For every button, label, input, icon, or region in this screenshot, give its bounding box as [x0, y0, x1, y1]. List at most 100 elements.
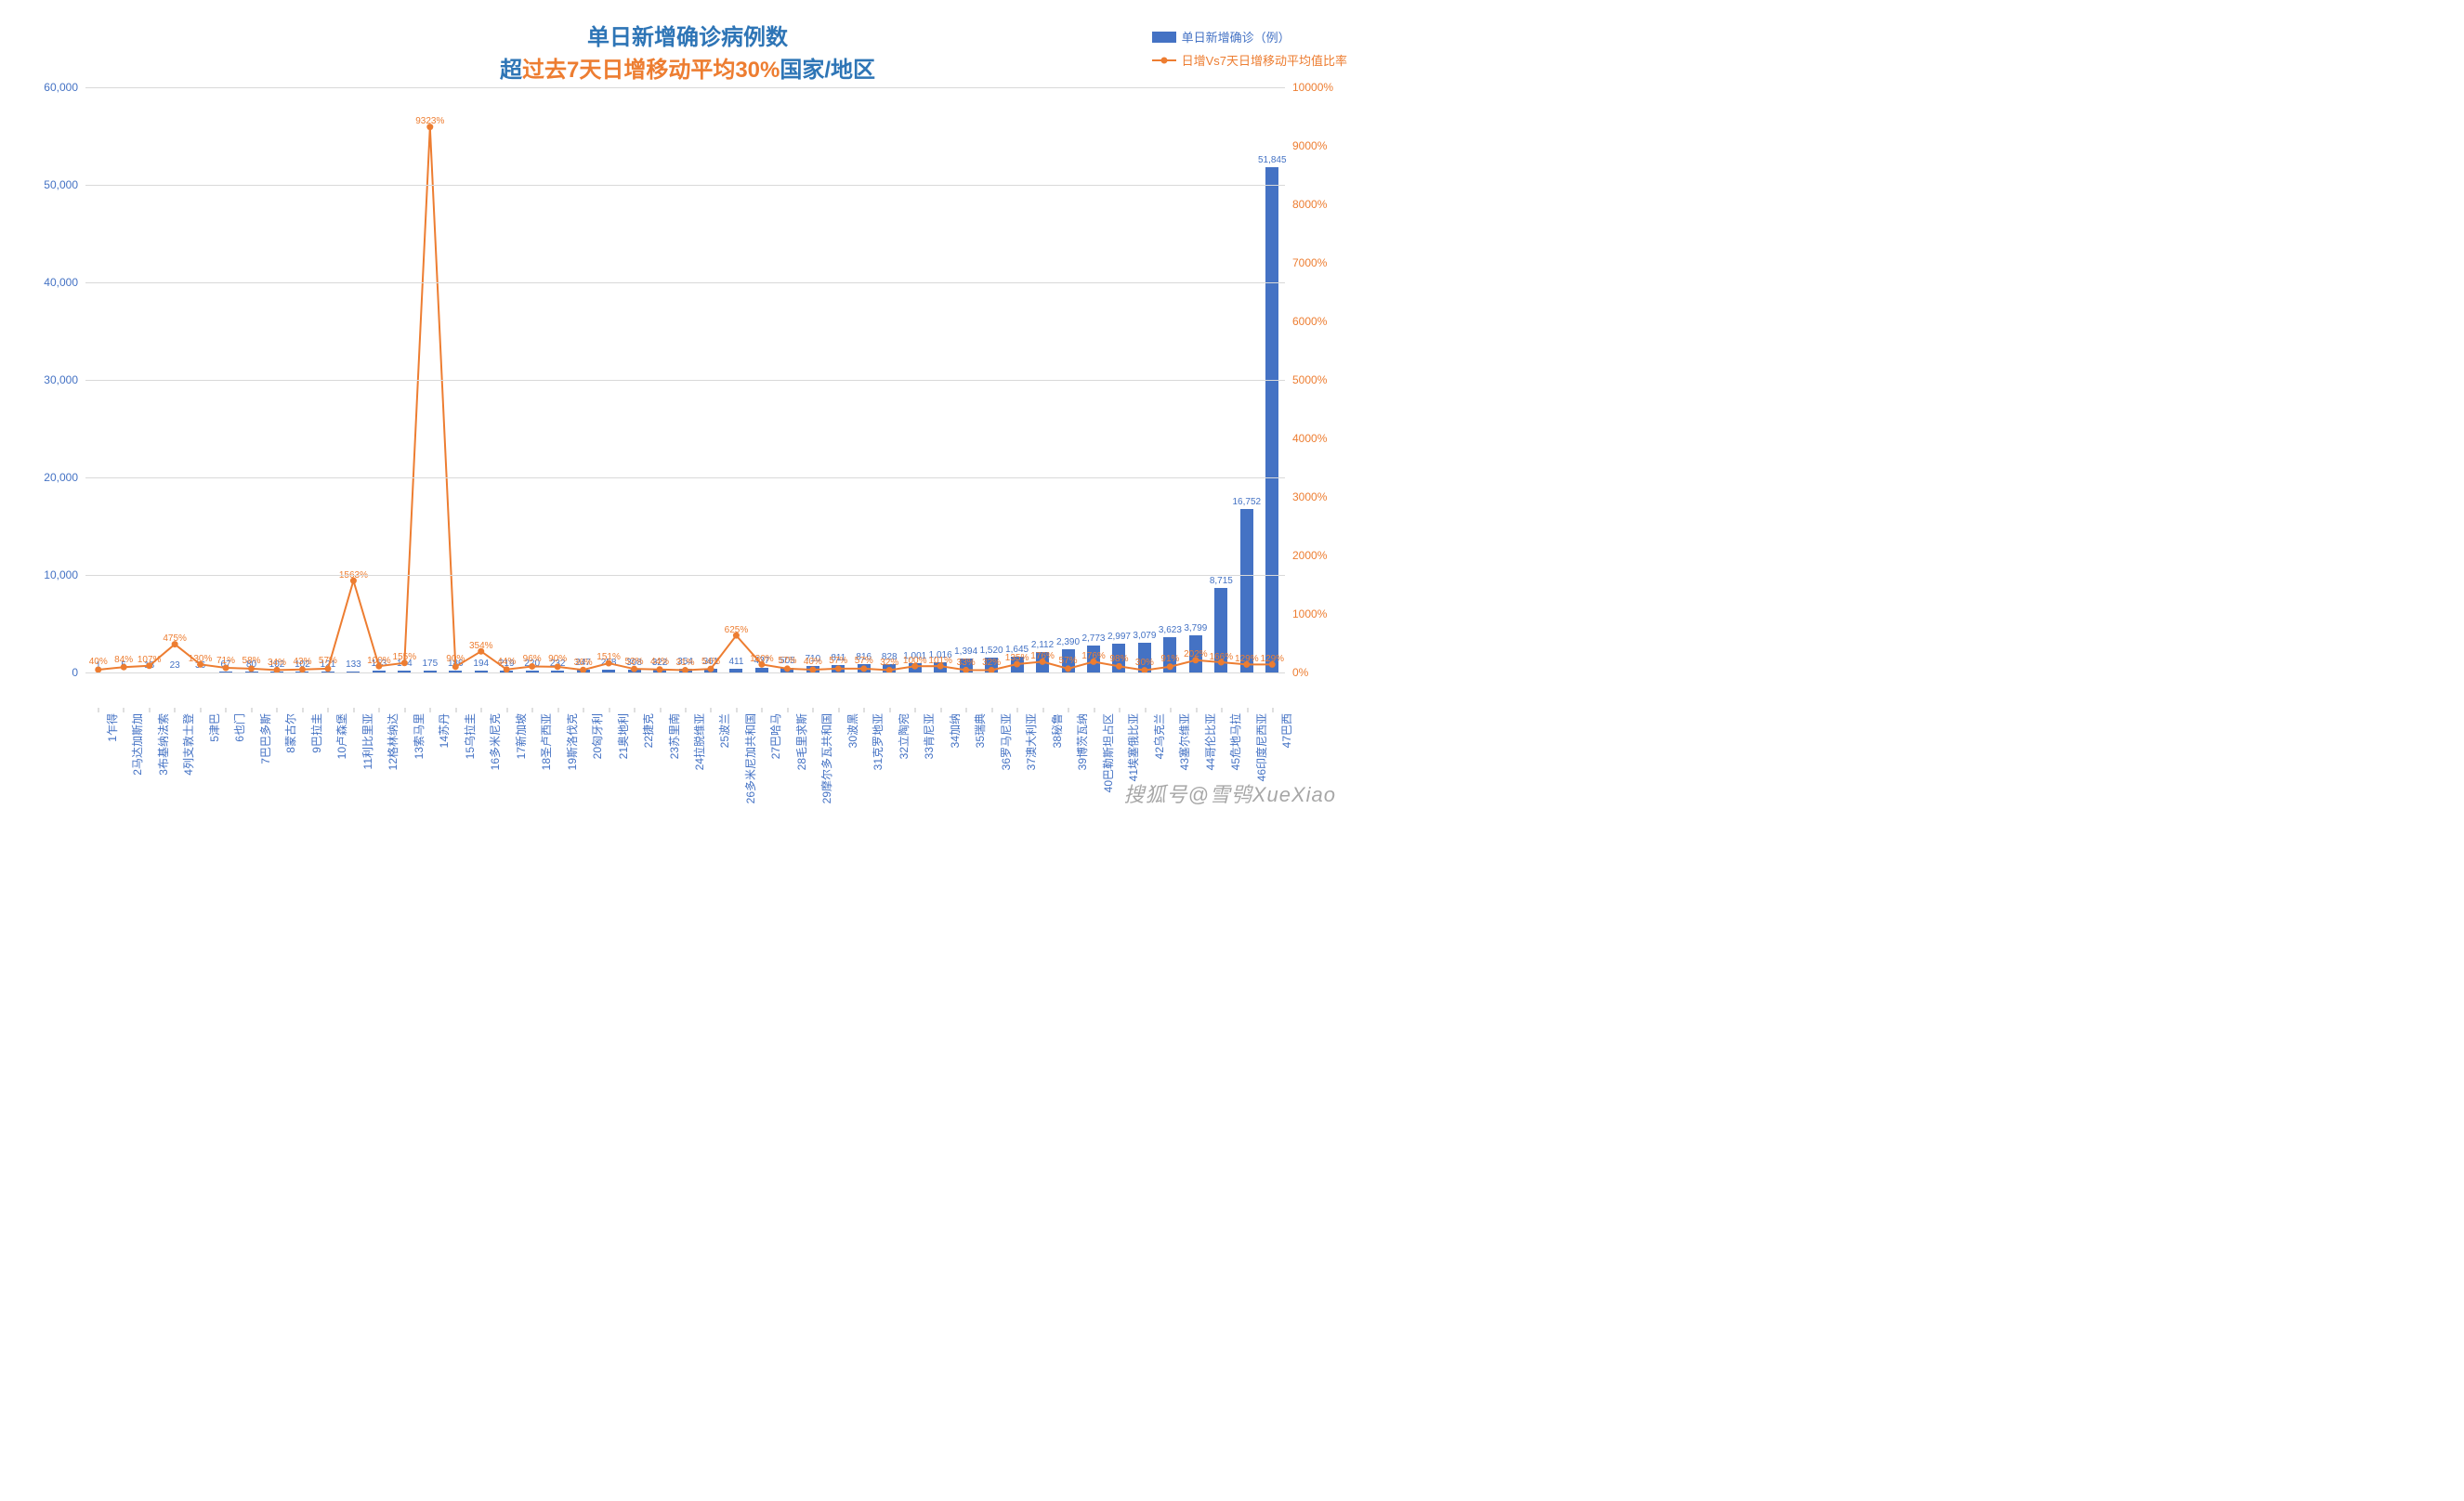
x-axis-label: 37澳大利亚 — [1023, 713, 1039, 770]
x-axis-label: 25波兰 — [716, 713, 732, 748]
pct-label: 57% — [778, 656, 796, 666]
pct-label: 33% — [957, 658, 976, 668]
pct-label: 129% — [1235, 654, 1259, 664]
pct-label: 129% — [1260, 654, 1284, 664]
y-right-tick: 8000% — [1285, 198, 1327, 211]
x-axis-label: 14苏丹 — [436, 713, 452, 748]
pct-label: 100% — [367, 656, 391, 666]
x-axis-label: 32立陶宛 — [896, 713, 911, 759]
y-right-tick: 10000% — [1285, 81, 1333, 94]
pct-label: 44% — [650, 657, 669, 667]
legend-bar-swatch — [1152, 32, 1176, 43]
x-axis-label: 3布基纳法索 — [155, 713, 171, 776]
x-axis-label: 18圣卢西亚 — [538, 713, 554, 770]
y-right-tick: 5000% — [1285, 373, 1327, 386]
pct-label: 71% — [216, 656, 235, 666]
legend-bar-label: 单日新增确诊（例） — [1182, 28, 1291, 46]
pct-label: 354% — [469, 641, 493, 651]
pct-label: 91% — [1160, 654, 1179, 664]
x-axis-label: 19斯洛伐克 — [564, 713, 580, 770]
pct-label: 44% — [497, 657, 516, 667]
legend-bar-row: 单日新增确诊（例） — [1152, 28, 1347, 46]
pct-label: 54% — [701, 657, 720, 667]
y-left-tick: 30,000 — [44, 373, 85, 386]
x-axis-label: 4列支敦士登 — [180, 713, 196, 776]
title-line-1: 单日新增确诊病例数 — [28, 19, 1347, 51]
x-axis-label: 22捷克 — [640, 713, 656, 748]
x-axis-label: 28毛里求斯 — [793, 713, 809, 770]
pct-label: 58% — [242, 656, 261, 666]
pct-label: 9323% — [415, 116, 444, 126]
x-axis-label: 40巴勒斯坦占区 — [1100, 713, 1116, 792]
pct-label: 84% — [114, 655, 133, 665]
x-axis-label: 42乌克兰 — [1151, 713, 1167, 759]
x-axis-label: 30波黑 — [845, 713, 860, 748]
x-axis-label: 20匈牙利 — [589, 713, 605, 759]
y-right-tick: 1000% — [1285, 607, 1327, 620]
title-part-c: 国家/地区 — [780, 58, 875, 83]
x-axis-label: 41埃塞俄比亚 — [1125, 713, 1141, 781]
chart-container: 单日新增确诊病例数 超过去7天日增移动平均30%国家/地区 单日新增确诊（例） … — [28, 19, 1347, 810]
x-axis-label: 9巴拉圭 — [308, 713, 324, 753]
x-axis: 1乍得2马达加斯加3布基纳法索4列支敦士登5津巴6也门7巴巴多斯8蒙古尔9巴拉圭… — [85, 708, 1286, 847]
plot: 1518233667801021021211331531641751861942… — [85, 87, 1286, 672]
x-axis-label: 16多米尼克 — [487, 713, 503, 770]
x-axis-label: 6也门 — [231, 713, 247, 742]
plot-area: 1518233667801021021211331531641751861942… — [85, 87, 1286, 672]
pct-label: 90% — [548, 654, 567, 664]
legend-line-row: 日增Vs7天日增移动平均值比率 — [1152, 51, 1347, 69]
x-axis-label: 26多米尼加共和国 — [742, 713, 758, 803]
x-axis-label: 12格林纳达 — [385, 713, 400, 770]
x-axis-label: 17新加坡 — [513, 713, 529, 759]
y-right-tick: 3000% — [1285, 490, 1327, 503]
x-axis-label: 2马达加斯加 — [129, 713, 145, 776]
x-axis-label: 15乌拉圭 — [462, 713, 478, 759]
chart-title: 单日新增确诊病例数 超过去7天日增移动平均30%国家/地区 — [28, 19, 1347, 84]
pct-label: 101% — [928, 656, 952, 666]
y-left-tick: 50,000 — [44, 178, 85, 191]
pct-label: 107% — [138, 655, 162, 665]
pct-label: 130% — [750, 654, 774, 664]
y-right-tick: 6000% — [1285, 315, 1327, 328]
legend: 单日新增确诊（例） 日增Vs7天日增移动平均值比率 — [1152, 28, 1347, 74]
pct-label: 36% — [574, 658, 593, 668]
pct-label: 130% — [189, 654, 213, 664]
x-axis-label: 7巴巴多斯 — [257, 713, 273, 764]
pct-label: 151% — [596, 652, 621, 662]
y-left-tick: 20,000 — [44, 471, 85, 484]
pct-label: 57% — [319, 656, 337, 666]
pct-label: 100% — [903, 656, 927, 666]
x-axis-label: 43塞尔维亚 — [1176, 713, 1192, 770]
x-axis-label: 44哥伦比亚 — [1202, 713, 1218, 770]
pct-label: 155% — [393, 652, 417, 662]
x-axis-label: 10卢森堡 — [334, 713, 349, 759]
pct-label: 53% — [625, 657, 644, 667]
pct-label: 30% — [1135, 658, 1154, 668]
x-axis-label: 8蒙古尔 — [282, 713, 298, 753]
y-left-tick: 10,000 — [44, 568, 85, 581]
x-axis-label: 35瑞典 — [972, 713, 988, 748]
x-axis-label: 27巴哈马 — [767, 713, 783, 759]
y-right-tick: 0% — [1285, 666, 1308, 679]
y-left-tick: 60,000 — [44, 81, 85, 94]
x-axis-label: 11利比里亚 — [360, 713, 375, 769]
x-axis-label: 45危地马拉 — [1227, 713, 1243, 770]
pct-label: 98% — [1109, 654, 1128, 664]
x-axis-label: 21奥地利 — [615, 713, 631, 759]
pct-label: 96% — [523, 654, 542, 664]
x-axis-label: 36罗马尼亚 — [998, 713, 1014, 770]
x-axis-label: 34加纳 — [947, 713, 963, 748]
watermark: 搜狐号@雪鸮XueXiao — [1123, 778, 1336, 808]
pct-label: 57% — [829, 656, 847, 666]
pct-label: 32% — [880, 658, 898, 668]
pct-label: 625% — [725, 625, 749, 635]
x-axis-label: 13索马里 — [411, 713, 426, 759]
x-axis-label: 33肯尼亚 — [921, 713, 937, 759]
pct-label: 40% — [804, 657, 822, 667]
pct-label: 176% — [1081, 651, 1106, 661]
y-right-tick: 7000% — [1285, 256, 1327, 269]
x-axis-label: 5津巴 — [206, 713, 222, 742]
x-axis-label: 47巴西 — [1278, 713, 1294, 748]
pct-label: 43% — [293, 657, 311, 667]
x-axis-label: 24拉脱维亚 — [691, 713, 707, 770]
